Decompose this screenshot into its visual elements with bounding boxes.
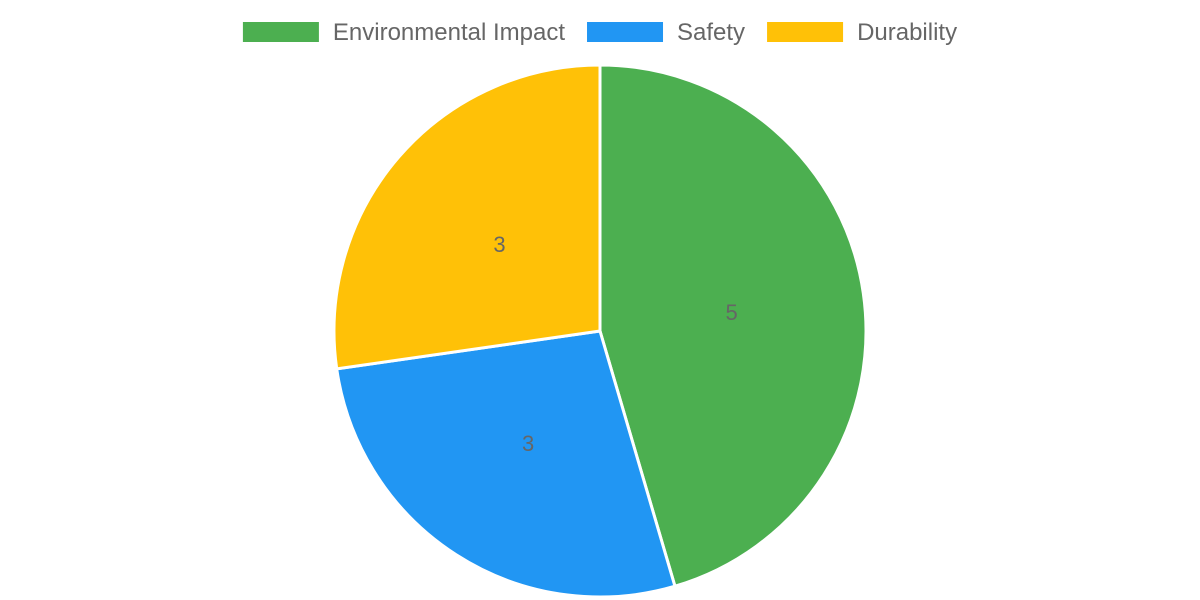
pie-slice-durability[interactable] [332,63,602,371]
legend-swatch-durability [767,22,844,42]
data-label-safety: 3 [522,431,534,456]
pie-slice-safety[interactable] [335,329,677,599]
legend-swatch-environmental-impact [242,22,319,42]
legend-label-environmental-impact: Environmental Impact [333,19,565,46]
legend: Environmental Impact Safety Durability [242,19,957,46]
slice-data-labels: 5 3 3 [493,232,737,456]
pie-slice-environmental-impact[interactable] [598,63,868,589]
legend-item-durability[interactable]: Durability [767,19,957,46]
legend-label-durability: Durability [857,19,957,46]
pie-slices [332,63,868,599]
legend-swatch-safety [587,22,664,42]
data-label-environmental-impact: 5 [726,300,738,325]
data-label-durability: 3 [493,232,505,257]
legend-label-safety: Safety [677,19,745,46]
legend-item-environmental-impact[interactable]: Environmental Impact [242,19,565,46]
legend-item-safety[interactable]: Safety [587,19,745,46]
